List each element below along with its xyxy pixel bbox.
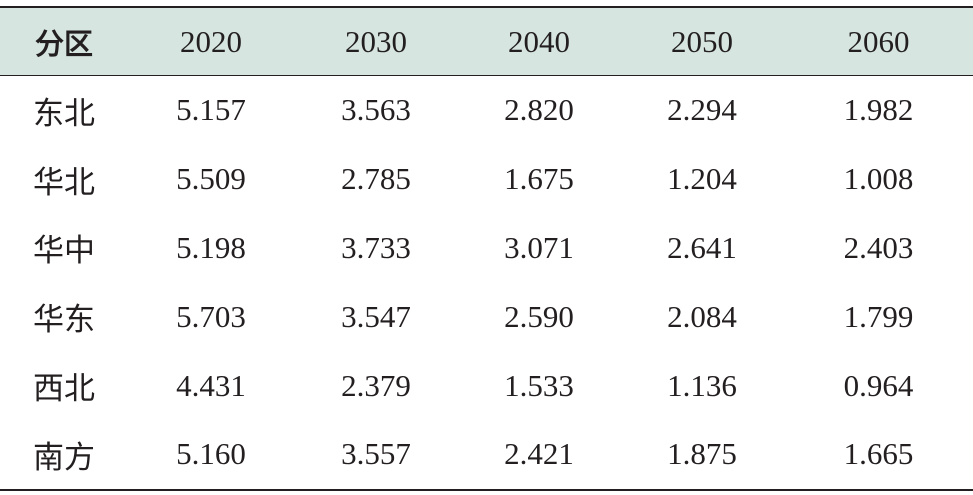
cell-value: 0.964 bbox=[843, 367, 914, 403]
cell-value: 1.982 bbox=[843, 92, 914, 128]
cell-value: 1.665 bbox=[843, 436, 914, 472]
row-region: 东北 bbox=[33, 95, 95, 132]
data-table-container: 分区 2020 2030 2040 2050 2060 东北 5.157 3.5… bbox=[0, 6, 973, 491]
cell-value: 3.563 bbox=[341, 92, 411, 128]
cell-value: 1.799 bbox=[843, 298, 914, 334]
cell-value: 5.703 bbox=[176, 298, 246, 334]
cell-value: 2.084 bbox=[667, 298, 737, 334]
cell-value: 2.820 bbox=[504, 92, 574, 128]
cell-value: 5.160 bbox=[176, 436, 246, 472]
table-row: 南方 5.160 3.557 2.421 1.875 1.665 bbox=[0, 420, 973, 490]
cell-value: 5.157 bbox=[176, 92, 246, 128]
regional-data-table: 分区 2020 2030 2040 2050 2060 东北 5.157 3.5… bbox=[0, 6, 973, 491]
cell-value: 1.675 bbox=[504, 161, 574, 197]
header-2050: 2050 bbox=[671, 23, 733, 59]
cell-value: 3.547 bbox=[341, 298, 411, 334]
cell-value: 1.533 bbox=[504, 367, 574, 403]
cell-value: 3.557 bbox=[341, 436, 411, 472]
cell-value: 2.785 bbox=[341, 161, 411, 197]
row-region: 华中 bbox=[33, 233, 95, 270]
table-row: 东北 5.157 3.563 2.820 2.294 1.982 bbox=[0, 76, 973, 145]
cell-value: 3.733 bbox=[341, 229, 411, 265]
cell-value: 1.875 bbox=[667, 436, 737, 472]
cell-value: 1.008 bbox=[843, 161, 914, 197]
cell-value: 2.403 bbox=[843, 229, 914, 265]
header-2040: 2040 bbox=[508, 23, 570, 59]
cell-value: 2.421 bbox=[504, 436, 574, 472]
header-region: 分区 bbox=[34, 26, 93, 61]
row-region: 华东 bbox=[33, 302, 95, 339]
row-region: 华北 bbox=[33, 164, 95, 201]
cell-value: 3.071 bbox=[504, 229, 574, 265]
cell-value: 2.641 bbox=[667, 229, 737, 265]
cell-value: 2.590 bbox=[504, 298, 574, 334]
table-row: 华中 5.198 3.733 3.071 2.641 2.403 bbox=[0, 214, 973, 283]
cell-value: 2.379 bbox=[341, 367, 411, 403]
cell-value: 1.204 bbox=[667, 161, 737, 197]
table-row: 华东 5.703 3.547 2.590 2.084 1.799 bbox=[0, 282, 973, 351]
row-region: 南方 bbox=[33, 439, 95, 476]
header-2020: 2020 bbox=[180, 23, 242, 59]
header-2030: 2030 bbox=[345, 23, 407, 59]
table-header-row: 分区 2020 2030 2040 2050 2060 bbox=[0, 7, 973, 76]
header-2060: 2060 bbox=[847, 23, 910, 59]
cell-value: 5.198 bbox=[176, 229, 246, 265]
cell-value: 1.136 bbox=[667, 367, 737, 403]
row-region: 西北 bbox=[33, 371, 95, 408]
table-row: 西北 4.431 2.379 1.533 1.136 0.964 bbox=[0, 351, 973, 420]
table-row: 华北 5.509 2.785 1.675 1.204 1.008 bbox=[0, 145, 973, 214]
cell-value: 5.509 bbox=[176, 161, 246, 197]
cell-value: 2.294 bbox=[667, 92, 737, 128]
cell-value: 4.431 bbox=[176, 367, 246, 403]
